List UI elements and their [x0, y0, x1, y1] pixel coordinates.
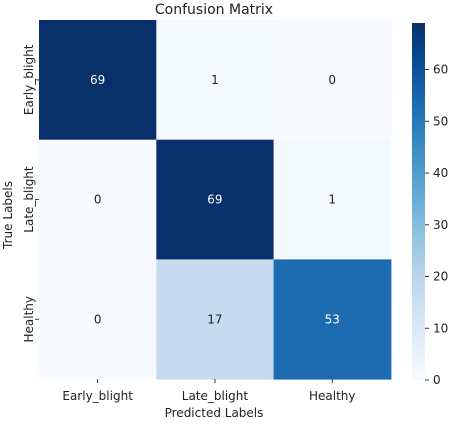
colorbar-tick-label: 60	[433, 63, 448, 77]
heatmap-cell-label: 69	[90, 73, 105, 87]
y-tick-label: Early_blight	[22, 44, 36, 115]
chart-title: Confusion Matrix	[155, 2, 273, 18]
colorbar-tick-label: 10	[433, 321, 448, 335]
heatmap-cell	[156, 20, 275, 141]
colorbar	[412, 23, 425, 380]
heatmap-cell	[273, 259, 392, 380]
heatmap-cell-label: 1	[328, 193, 336, 207]
colorbar-tick-label: 0	[433, 373, 441, 387]
heatmap-cell-label: 0	[328, 73, 336, 87]
x-tick-label: Late_blight	[182, 389, 249, 403]
x-axis-title: Predicted Labels	[165, 406, 264, 420]
colorbar-tick-label: 50	[433, 114, 448, 128]
heatmap-cell-label: 0	[94, 312, 102, 326]
heatmap-cell-label: 1	[211, 73, 219, 87]
colorbar-tick-label: 40	[433, 166, 448, 180]
heatmap-cell-labels: 69 1 0 0 69 1 0 17 53	[90, 73, 340, 326]
heatmap-cell-label: 53	[325, 312, 340, 326]
heatmap-cell	[156, 259, 275, 380]
x-tick-label: Healthy	[309, 389, 356, 403]
heatmap-cell-label: 69	[207, 193, 222, 207]
heatmap-cell	[273, 139, 392, 260]
heatmap-cell	[273, 20, 392, 141]
heatmap-cell	[156, 139, 275, 260]
heatmap-cell-label: 0	[94, 193, 102, 207]
y-axis-title: True Labels	[1, 181, 15, 250]
colorbar-ticks: 0 10 20 30 40 50 60	[425, 63, 448, 387]
y-tick-label: Healthy	[22, 296, 36, 343]
heatmap-cell	[39, 20, 157, 141]
heatmap-cell	[39, 139, 157, 260]
x-tick-label: Early_blight	[62, 389, 133, 403]
colorbar-tick-label: 30	[433, 218, 448, 232]
heatmap-cell	[39, 259, 157, 380]
colorbar-tick-label: 20	[433, 270, 448, 284]
y-axis-ticks: Early_blight Late_blight Healthy	[22, 44, 39, 343]
y-tick-label: Late_blight	[22, 166, 36, 233]
heatmap-cell-label: 17	[207, 312, 222, 326]
heatmap-cells	[39, 20, 392, 380]
x-axis-ticks: Early_blight Late_blight Healthy	[62, 379, 356, 403]
